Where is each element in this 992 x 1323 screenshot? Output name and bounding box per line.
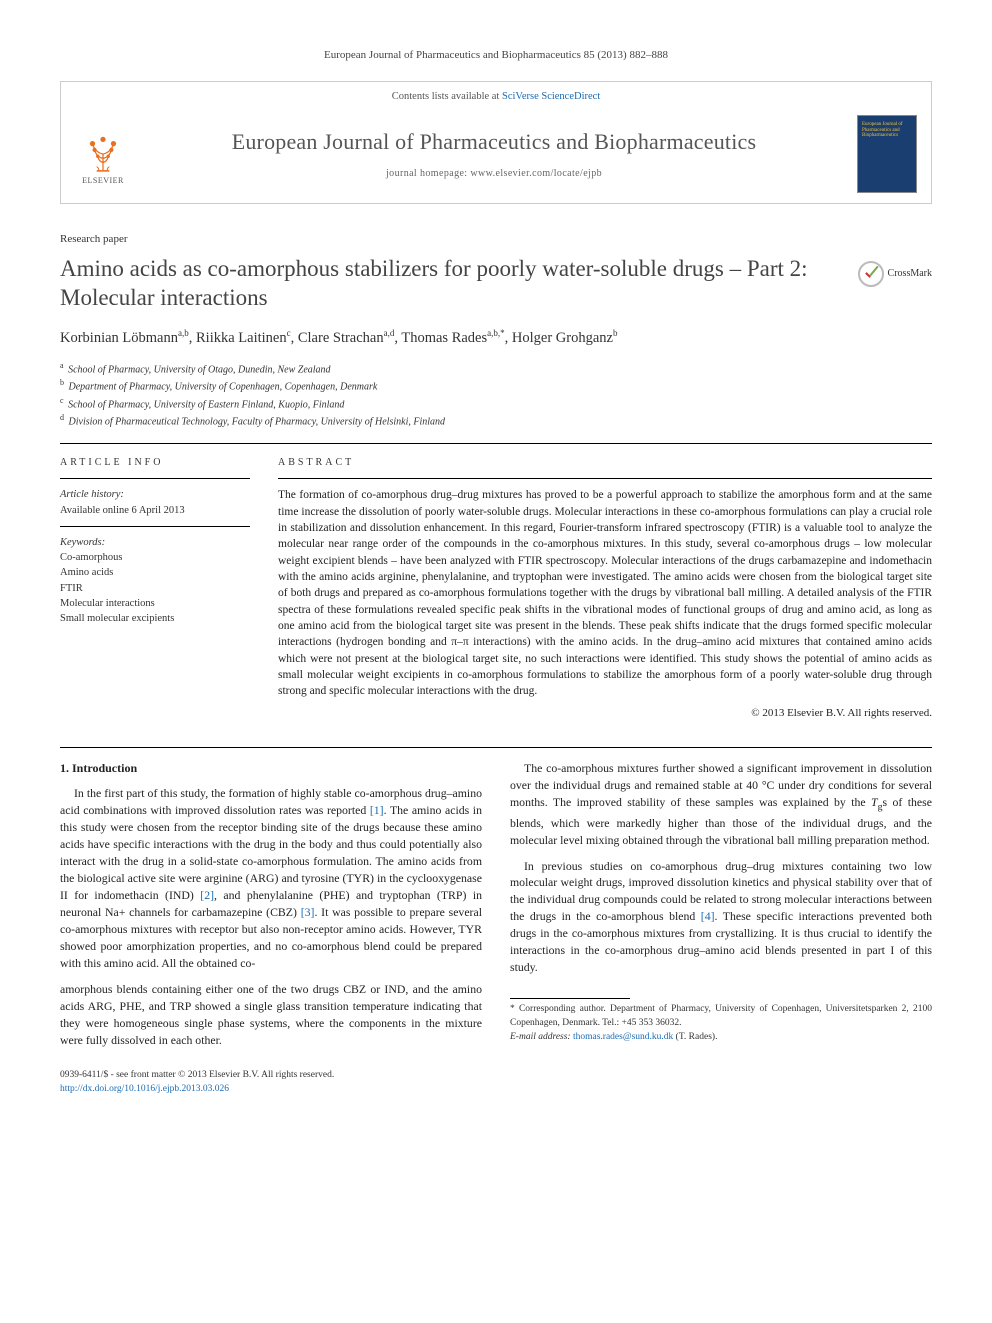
abstract-text: The formation of co-amorphous drug–drug …: [278, 487, 932, 699]
article-info-column: ARTICLE INFO Article history: Available …: [60, 456, 250, 721]
journal-cover-thumbnail: European Journal of Pharmaceutics and Bi…: [857, 115, 917, 193]
body-p3: The co-amorphous mixtures further showed…: [510, 760, 932, 848]
elsevier-tree-icon: [82, 131, 124, 173]
corresponding-text: * Corresponding author. Department of Ph…: [510, 1003, 932, 1030]
sciencedirect-link[interactable]: SciVerse ScienceDirect: [502, 91, 600, 102]
history-label: Article history:: [60, 487, 250, 502]
contents-available: Contents lists available at SciVerse Sci…: [61, 82, 931, 111]
authors-line: Korbinian Löbmanna,b, Riikka Laitinenc, …: [60, 327, 932, 348]
crossmark-icon: [858, 261, 884, 287]
body-p4: In previous studies on co-amorphous drug…: [510, 858, 932, 977]
journal-name: European Journal of Pharmaceutics and Bi…: [131, 127, 857, 158]
keywords-list: Co-amorphousAmino acidsFTIRMolecular int…: [60, 550, 250, 626]
crossmark-badge[interactable]: CrossMark: [858, 261, 932, 287]
body-text: 1. Introduction In the first part of thi…: [60, 760, 932, 1051]
rule-top: [60, 443, 932, 444]
body-p1: In the first part of this study, the for…: [60, 785, 482, 972]
body-p2: amorphous blends containing either one o…: [60, 981, 482, 1049]
corresponding-author-footer: * Corresponding author. Department of Ph…: [510, 998, 932, 1044]
issn-line: 0939-6411/$ - see front matter © 2013 El…: [60, 1069, 334, 1082]
email-label: E-mail address:: [510, 1032, 573, 1042]
article-title: Amino acids as co-amorphous stabilizers …: [60, 255, 842, 313]
history-text: Available online 6 April 2013: [60, 503, 250, 518]
doi-link[interactable]: http://dx.doi.org/10.1016/j.ejpb.2013.03…: [60, 1084, 229, 1094]
journal-homepage: journal homepage: www.elsevier.com/locat…: [131, 167, 857, 181]
section-1-heading: 1. Introduction: [60, 760, 482, 777]
homepage-label: journal homepage:: [386, 168, 470, 179]
email-suffix: (T. Rades).: [673, 1032, 717, 1042]
abstract-copyright: © 2013 Elsevier B.V. All rights reserved…: [278, 706, 932, 721]
info-sep-2: [60, 526, 250, 527]
elsevier-logo: ELSEVIER: [75, 122, 131, 186]
journal-header: Contents lists available at SciVerse Sci…: [60, 81, 932, 204]
footer-sep: [510, 998, 630, 999]
homepage-link[interactable]: www.elsevier.com/locate/ejpb: [470, 168, 602, 179]
article-type: Research paper: [60, 232, 932, 247]
info-sep-1: [60, 478, 250, 479]
citation-line: European Journal of Pharmaceutics and Bi…: [60, 48, 932, 63]
abstract-column: ABSTRACT The formation of co-amorphous d…: [278, 456, 932, 721]
email-link[interactable]: thomas.rades@sund.ku.dk: [573, 1032, 673, 1042]
elsevier-label: ELSEVIER: [82, 175, 124, 186]
abstract-heading: ABSTRACT: [278, 456, 932, 470]
cover-text: European Journal of Pharmaceutics and Bi…: [862, 122, 912, 139]
contents-text: Contents lists available at: [392, 91, 502, 102]
article-info-heading: ARTICLE INFO: [60, 456, 250, 470]
affiliations: a School of Pharmacy, University of Otag…: [60, 360, 932, 429]
abstract-sep: [278, 478, 932, 479]
crossmark-label: CrossMark: [888, 267, 932, 281]
page-footer: 0939-6411/$ - see front matter © 2013 El…: [60, 1069, 932, 1096]
rule-bottom: [60, 747, 932, 748]
keywords-label: Keywords:: [60, 535, 250, 550]
